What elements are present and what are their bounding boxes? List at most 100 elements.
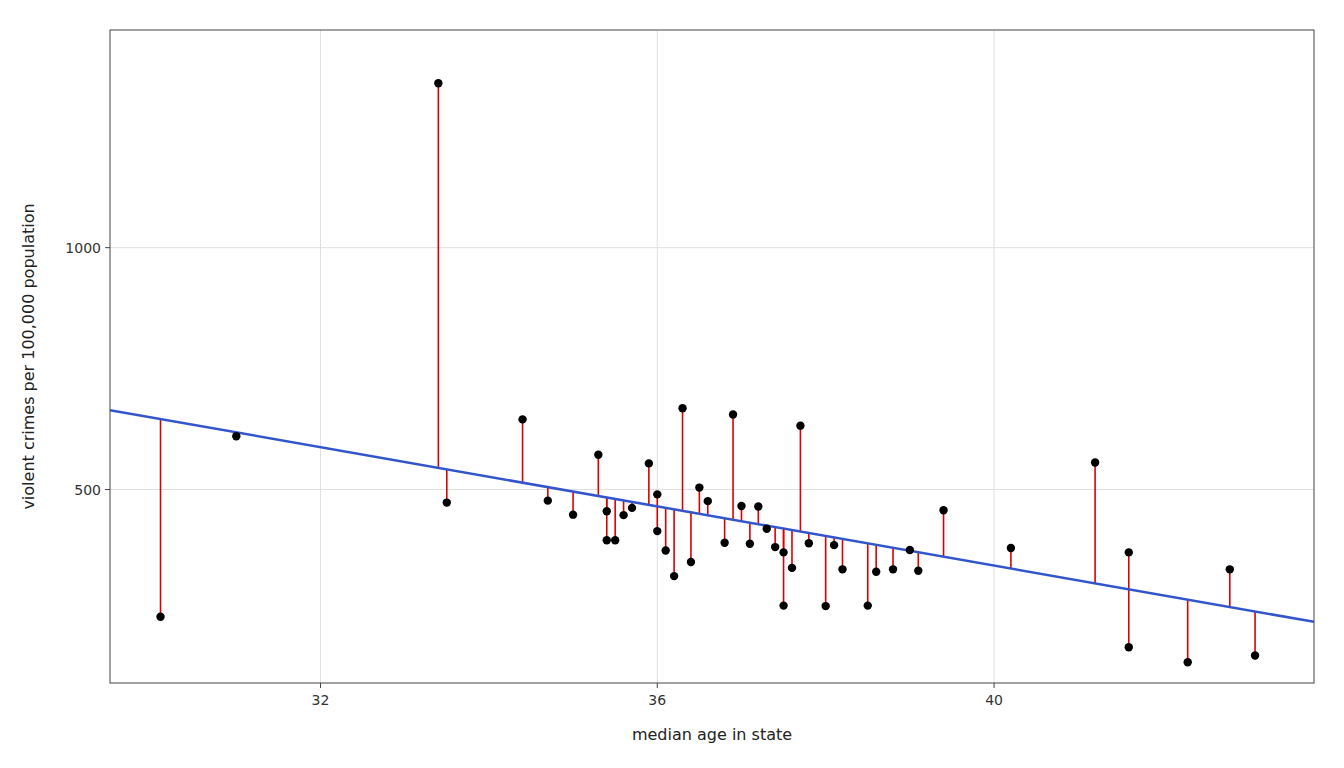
point	[695, 483, 703, 491]
residual-line	[783, 529, 785, 606]
point	[729, 410, 737, 418]
point	[720, 539, 728, 547]
point	[544, 496, 552, 504]
regression-line	[110, 410, 1314, 622]
residual-line	[682, 408, 684, 511]
point	[603, 507, 611, 515]
point	[914, 567, 922, 575]
grid-line	[994, 30, 995, 683]
point	[1184, 658, 1192, 666]
point	[611, 536, 619, 544]
point	[779, 548, 787, 556]
point	[889, 565, 897, 573]
grid-line	[110, 247, 1314, 248]
residual-line	[606, 497, 608, 540]
x-axis-label: median age in state	[632, 725, 792, 744]
point	[704, 497, 712, 505]
residual-line	[690, 512, 692, 562]
point	[830, 541, 838, 549]
point	[821, 602, 829, 610]
point	[1251, 651, 1259, 659]
point	[232, 432, 240, 440]
point	[518, 415, 526, 423]
point	[1125, 548, 1133, 556]
point	[687, 558, 695, 566]
residual-line	[665, 508, 667, 551]
point	[796, 421, 804, 429]
point	[619, 511, 627, 519]
residual-line	[867, 543, 869, 605]
point	[906, 546, 914, 554]
point	[763, 524, 771, 532]
point	[1091, 458, 1099, 466]
point	[661, 546, 669, 554]
point	[754, 502, 762, 510]
y-tick	[105, 489, 110, 490]
point	[872, 568, 880, 576]
point	[569, 510, 577, 518]
plot-frame	[110, 30, 1314, 683]
grid-line	[657, 30, 658, 683]
point	[594, 450, 602, 458]
point	[737, 502, 745, 510]
point	[645, 459, 653, 467]
residual-line	[825, 536, 827, 606]
point	[838, 565, 846, 573]
residual-line	[842, 539, 844, 569]
point	[805, 539, 813, 547]
plot-area	[110, 79, 1314, 666]
residual-line	[438, 83, 440, 468]
point	[1007, 544, 1015, 552]
points	[156, 79, 1259, 666]
residual-line	[1229, 569, 1231, 607]
point	[653, 527, 661, 535]
point	[653, 490, 661, 498]
point	[678, 404, 686, 412]
point	[443, 498, 451, 506]
point	[434, 79, 442, 87]
residual-line	[598, 455, 600, 496]
grid-line	[320, 30, 321, 683]
x-tick	[657, 683, 658, 688]
point	[603, 536, 611, 544]
grid	[110, 30, 1314, 683]
point	[939, 506, 947, 514]
residual-line	[614, 499, 616, 540]
y-tick-label: 1000	[65, 240, 101, 256]
y-axis-label: violent crimes per 100,000 population	[19, 203, 38, 509]
residual-line	[1128, 552, 1130, 589]
residual-line	[1254, 611, 1256, 655]
point	[788, 564, 796, 572]
residuals	[161, 83, 1256, 662]
y-tick-label: 500	[74, 482, 101, 498]
x-tick-label: 36	[648, 692, 666, 708]
residual-line	[732, 415, 734, 520]
residual-line	[522, 419, 524, 482]
point	[746, 539, 754, 547]
point	[628, 504, 636, 512]
point	[1125, 643, 1133, 651]
x-tick-label: 32	[312, 692, 330, 708]
point	[156, 613, 164, 621]
point	[1226, 565, 1234, 573]
residual-line	[791, 530, 793, 568]
residual-line	[800, 426, 802, 532]
plot-background	[110, 30, 1314, 683]
x-tick-label: 40	[985, 692, 1003, 708]
residual-line	[1094, 462, 1096, 583]
y-tick	[105, 247, 110, 248]
residual-line	[446, 469, 448, 502]
residual-line	[1187, 600, 1189, 663]
x-tick	[320, 683, 321, 688]
grid-line	[110, 489, 1314, 490]
point	[779, 601, 787, 609]
point	[771, 543, 779, 551]
residual-line	[648, 463, 650, 505]
x-tick	[994, 683, 995, 688]
residual-line	[1128, 589, 1130, 647]
point	[864, 601, 872, 609]
residual-line	[160, 419, 162, 617]
point	[670, 572, 678, 580]
axes: 32 36 40 500 1000	[65, 240, 1003, 708]
chart: 32 36 40 500 1000 median age in state violent …	[0, 0, 1344, 768]
